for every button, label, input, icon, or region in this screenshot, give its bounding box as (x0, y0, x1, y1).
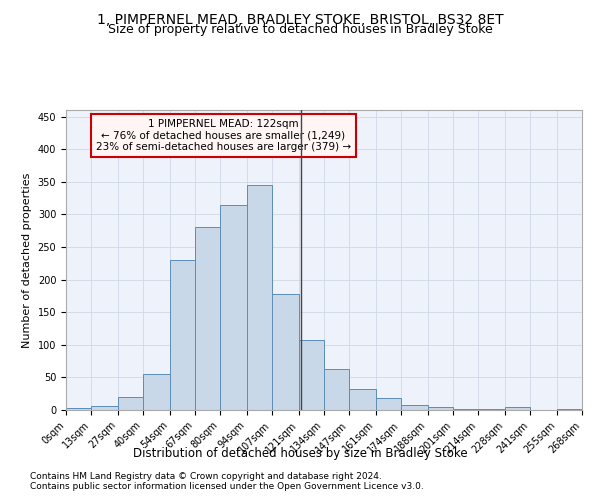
Text: Size of property relative to detached houses in Bradley Stoke: Size of property relative to detached ho… (107, 22, 493, 36)
Text: Contains public sector information licensed under the Open Government Licence v3: Contains public sector information licen… (30, 482, 424, 491)
Text: Distribution of detached houses by size in Bradley Stoke: Distribution of detached houses by size … (133, 448, 467, 460)
Bar (66, 408, 91, 410)
Bar (401, 406, 428, 410)
Bar (170, 260, 195, 410)
Y-axis label: Number of detached properties: Number of detached properties (22, 172, 32, 348)
Bar (299, 340, 324, 410)
Bar (118, 397, 143, 410)
Bar (247, 185, 272, 410)
Bar (376, 398, 401, 410)
Text: Contains HM Land Registry data © Crown copyright and database right 2024.: Contains HM Land Registry data © Crown c… (30, 472, 382, 481)
Text: 1, PIMPERNEL MEAD, BRADLEY STOKE, BRISTOL, BS32 8ET: 1, PIMPERNEL MEAD, BRADLEY STOKE, BRISTO… (97, 12, 503, 26)
Bar (143, 374, 170, 410)
Bar (324, 369, 349, 410)
Bar (505, 408, 530, 410)
Bar (349, 389, 376, 410)
Bar (91, 406, 118, 410)
Text: 1 PIMPERNEL MEAD: 122sqm
← 76% of detached houses are smaller (1,249)
23% of sem: 1 PIMPERNEL MEAD: 122sqm ← 76% of detach… (96, 119, 351, 152)
Bar (220, 204, 247, 410)
Bar (272, 294, 299, 410)
Bar (428, 408, 453, 410)
Bar (195, 228, 220, 410)
